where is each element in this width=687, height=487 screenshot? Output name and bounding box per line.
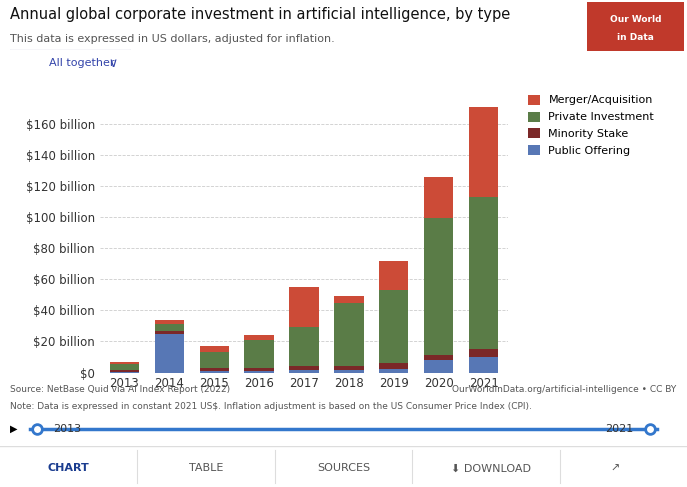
FancyBboxPatch shape xyxy=(587,2,684,51)
Bar xyxy=(245,371,273,373)
Bar xyxy=(155,331,184,334)
Bar xyxy=(245,368,273,371)
Bar xyxy=(110,364,139,370)
Bar xyxy=(155,320,184,323)
Bar xyxy=(379,261,409,290)
Legend: Merger/Acquisition, Private Investment, Minority Stake, Public Offering: Merger/Acquisition, Private Investment, … xyxy=(526,93,656,158)
Text: Source: NetBase Quid via AI Index Report (2022): Source: NetBase Quid via AI Index Report… xyxy=(10,385,230,393)
FancyBboxPatch shape xyxy=(2,48,139,79)
Bar xyxy=(199,368,229,371)
Bar xyxy=(379,369,409,373)
Text: SOURCES: SOURCES xyxy=(317,463,370,473)
Text: ▶: ▶ xyxy=(10,424,18,434)
Bar xyxy=(335,303,363,366)
Text: TABLE: TABLE xyxy=(189,463,223,473)
Bar xyxy=(289,370,319,373)
Text: This data is expressed in US dollars, adjusted for inflation.: This data is expressed in US dollars, ad… xyxy=(10,34,335,44)
Bar xyxy=(379,290,409,363)
Bar xyxy=(335,370,363,373)
Text: Annual global corporate investment in artificial intelligence, by type: Annual global corporate investment in ar… xyxy=(10,7,510,22)
Bar xyxy=(289,366,319,370)
Bar xyxy=(424,360,453,373)
Bar xyxy=(245,335,273,340)
Text: All together: All together xyxy=(49,58,114,68)
Bar xyxy=(245,340,273,368)
Bar xyxy=(424,355,453,360)
Bar xyxy=(155,334,184,373)
Text: Note: Data is expressed in constant 2021 US$. Inflation adjustment is based on t: Note: Data is expressed in constant 2021… xyxy=(10,402,532,411)
Text: Our World: Our World xyxy=(610,15,661,24)
Bar xyxy=(110,370,139,372)
Bar xyxy=(155,323,184,331)
Bar xyxy=(379,363,409,369)
Bar xyxy=(289,287,319,327)
Text: ↗: ↗ xyxy=(610,463,620,473)
Text: ∨: ∨ xyxy=(108,57,117,70)
Bar xyxy=(469,357,498,373)
Bar xyxy=(110,372,139,373)
Bar xyxy=(335,366,363,370)
Bar xyxy=(424,177,453,218)
Bar xyxy=(199,346,229,352)
Bar xyxy=(199,352,229,368)
Bar xyxy=(199,371,229,373)
Text: ⬇ DOWNLOAD: ⬇ DOWNLOAD xyxy=(451,463,531,473)
Bar xyxy=(110,362,139,364)
Text: OurWorldInData.org/artificial-intelligence • CC BY: OurWorldInData.org/artificial-intelligen… xyxy=(453,385,677,393)
Text: in Data: in Data xyxy=(617,33,654,42)
Bar xyxy=(469,349,498,357)
Text: CHART: CHART xyxy=(48,463,89,473)
Bar xyxy=(469,197,498,349)
Text: 2013: 2013 xyxy=(54,424,82,434)
Bar xyxy=(335,296,363,303)
Bar xyxy=(289,327,319,366)
Bar xyxy=(469,107,498,197)
Bar xyxy=(424,218,453,355)
Text: 2021: 2021 xyxy=(605,424,633,434)
